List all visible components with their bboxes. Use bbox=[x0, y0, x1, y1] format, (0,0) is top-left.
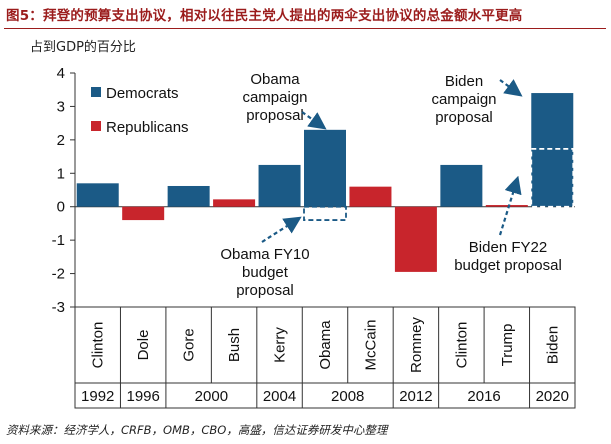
annotation-arrow bbox=[301, 111, 327, 130]
annotation-line: Biden FY22 bbox=[469, 239, 547, 256]
annotation-line: proposal bbox=[236, 282, 294, 299]
category-label: Clinton bbox=[90, 322, 107, 369]
year-label: 1992 bbox=[81, 388, 114, 405]
bar-dole-1 bbox=[122, 206, 165, 221]
year-label: 2004 bbox=[263, 388, 296, 405]
annotation-biden-fy22: Biden FY22 budget proposal bbox=[454, 175, 562, 274]
source-note: 资料来源：经济学人，CRFB，OMB，CBO，高盛，信达证券研发中心整理 bbox=[6, 423, 388, 437]
annotation-obama-fy10: Obama FY10 budget proposal bbox=[220, 216, 310, 299]
annotation-line: budget proposal bbox=[454, 257, 562, 274]
legend-label-republicans: Republicans bbox=[106, 119, 189, 136]
annotation-line: Biden bbox=[445, 73, 483, 90]
annotation-line: budget bbox=[242, 264, 289, 281]
y-tick-label: -2 bbox=[52, 266, 65, 283]
bar-biden-10 bbox=[531, 93, 574, 207]
year-label: 2000 bbox=[195, 388, 228, 405]
axis-layer: 4 3 2 1 0 -1 -2 -3 bbox=[52, 65, 576, 409]
bar-mccain-6 bbox=[349, 186, 392, 207]
y-tick-label: 2 bbox=[57, 132, 65, 149]
annotation-line: campaign bbox=[242, 89, 307, 106]
legend-label-democrats: Democrats bbox=[106, 85, 179, 102]
figure-title: 图5：拜登的预算支出协议，相对以往民主党人提出的两伞支出协议的总金额水平更高 bbox=[6, 8, 523, 24]
category-label: McCain bbox=[362, 320, 379, 371]
legend: Democrats Republicans bbox=[91, 85, 189, 136]
annotation-biden-campaign: Biden campaign proposal bbox=[431, 73, 523, 126]
category-label: Clinton bbox=[453, 322, 470, 369]
annotation-line: campaign bbox=[431, 91, 496, 108]
category-label-layer: Clinton Dole Gore Bush Kerry Obama McCain Romne… bbox=[81, 317, 569, 405]
y-tick-label: -3 bbox=[52, 299, 65, 316]
category-label: Gore bbox=[181, 328, 198, 361]
unit-label: 占到GDP的百分比 bbox=[30, 40, 136, 55]
bar-clinton-8 bbox=[440, 164, 483, 207]
bar-gore-2 bbox=[167, 185, 210, 207]
category-label: Biden bbox=[544, 326, 561, 364]
y-tick-label: -1 bbox=[52, 232, 65, 249]
category-label: Dole bbox=[135, 330, 152, 361]
category-label: Trump bbox=[499, 324, 516, 367]
annotation-arrow bbox=[498, 175, 522, 236]
bar-kerry-4 bbox=[258, 164, 301, 207]
annotation-obama-campaign: Obama campaign proposal bbox=[242, 71, 327, 130]
legend-swatch-republicans bbox=[91, 121, 101, 131]
annotation-line: Obama FY10 bbox=[220, 246, 309, 263]
category-label: Bush bbox=[226, 328, 243, 362]
bar-bush-3 bbox=[213, 199, 256, 207]
budget-proposal-outline-5 bbox=[303, 205, 347, 221]
bar-layer bbox=[76, 93, 575, 272]
category-axis-frame bbox=[74, 306, 576, 409]
budget-proposal-outline-10 bbox=[530, 147, 575, 208]
category-label: Romney bbox=[408, 317, 425, 373]
annotation-line: Obama bbox=[250, 71, 300, 88]
year-label: 2016 bbox=[467, 388, 500, 405]
year-label: 2020 bbox=[536, 388, 569, 405]
year-label: 2012 bbox=[399, 388, 432, 405]
bar-obama-5 bbox=[304, 129, 346, 207]
annotation-line: proposal bbox=[435, 109, 493, 126]
legend-swatch-democrats bbox=[91, 87, 101, 97]
category-label: Obama bbox=[317, 320, 334, 370]
bar-trump-9 bbox=[485, 205, 528, 207]
y-tick-label: 1 bbox=[57, 165, 65, 182]
annotation-arrow bbox=[261, 216, 302, 243]
title-divider bbox=[4, 28, 606, 29]
year-label: 2008 bbox=[331, 388, 364, 405]
annotation-arrow bbox=[499, 79, 523, 97]
bar-romney-7 bbox=[394, 206, 437, 272]
y-tick-label: 4 bbox=[57, 65, 65, 82]
y-tick-label: 3 bbox=[57, 98, 65, 115]
bar-clinton-0 bbox=[76, 183, 119, 207]
annotation-line: proposal bbox=[246, 107, 304, 124]
y-tick-label: 0 bbox=[57, 199, 65, 216]
year-label: 1996 bbox=[126, 388, 159, 405]
category-label: Kerry bbox=[272, 327, 289, 363]
